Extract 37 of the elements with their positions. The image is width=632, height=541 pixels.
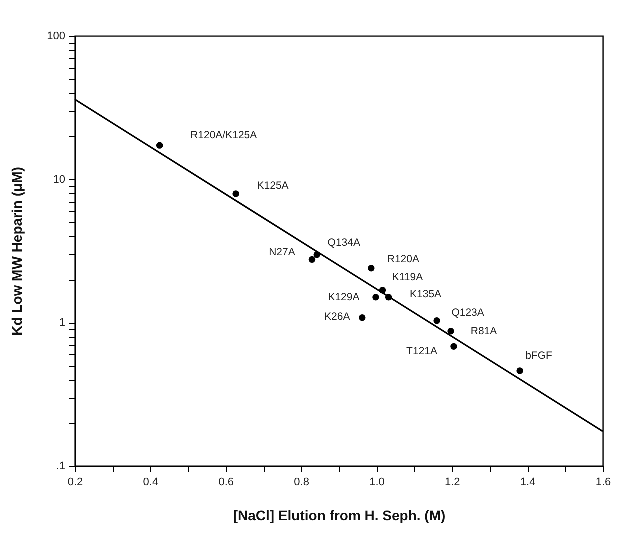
y-tick-label: 1 [59,317,66,330]
y-tick-label: 10 [53,174,66,186]
point [450,343,458,350]
annotation: N27A [269,246,296,259]
point [372,294,380,301]
annotation: K135A [410,288,442,300]
point [156,142,164,149]
x-tick-label: 1.0 [370,476,385,488]
annotation: K26A [324,310,350,323]
point [308,256,316,264]
annotation: bFGF [526,350,552,362]
x-tick-label: 0.8 [294,476,310,488]
annotation: K125A [257,180,289,192]
point [232,190,240,198]
annotation: K129A [328,291,360,304]
y-tick-label: 100 [47,30,66,42]
x-tick-label: 0.6 [218,476,234,488]
x-tick-label: 0.4 [143,476,159,488]
annotation: Q134A [328,236,360,249]
point [448,328,454,335]
point [516,368,524,374]
x-tick-label: 0.2 [68,476,84,488]
point [368,265,375,272]
annotation: R81A [470,325,498,338]
y-axis-title: Kd Low MW Heparin (μM) [9,167,26,336]
x-axis-title: [NaCl] Elution from H. Seph. (M) [233,508,446,524]
annotation: Q123A [452,306,484,319]
annotation: R120A/K125A [190,130,258,142]
point [359,314,366,322]
x-tick-label: 1.2 [444,476,460,488]
annotation: T121A [406,346,438,358]
x-tick-label: 1.4 [520,476,536,488]
y-tick-label: .1 [56,460,66,472]
point [434,317,440,324]
x-tick-label: 1.6 [596,476,612,488]
annotation: K119A [392,271,424,284]
annotation: R120A [387,253,420,266]
